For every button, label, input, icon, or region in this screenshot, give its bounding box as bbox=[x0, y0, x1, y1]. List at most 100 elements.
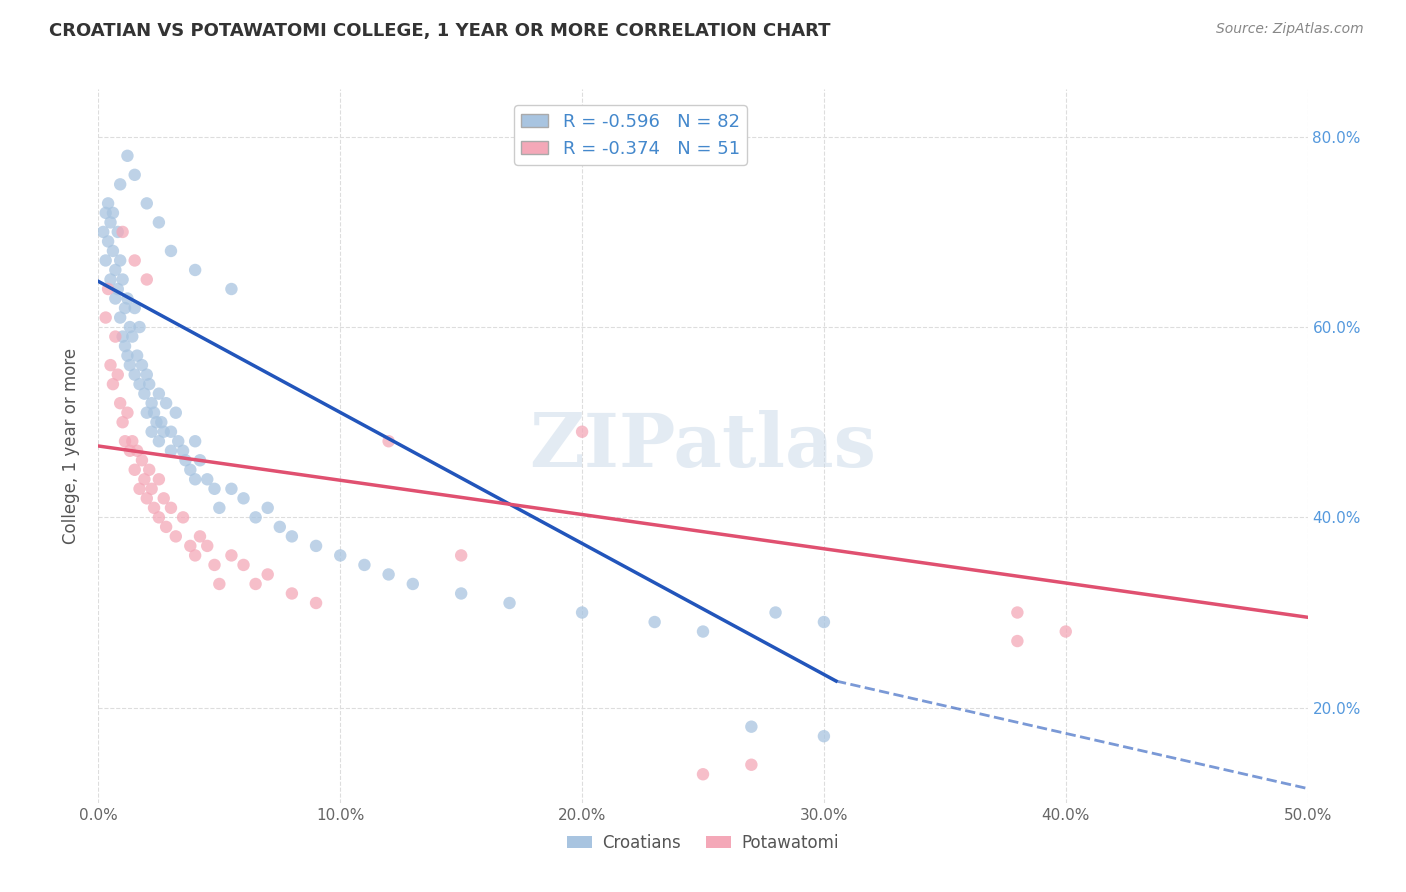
Point bbox=[104, 292, 127, 306]
Point bbox=[104, 329, 127, 343]
Point bbox=[692, 767, 714, 781]
Point bbox=[195, 472, 218, 486]
Point bbox=[155, 520, 177, 534]
Point bbox=[1007, 634, 1029, 648]
Point bbox=[402, 577, 425, 591]
Point bbox=[179, 539, 201, 553]
Point bbox=[221, 549, 243, 563]
Legend: Croatians, Potawatomi: Croatians, Potawatomi bbox=[561, 828, 845, 859]
Point bbox=[148, 434, 170, 449]
Point bbox=[1054, 624, 1077, 639]
Point bbox=[97, 196, 120, 211]
Point bbox=[148, 386, 170, 401]
Point bbox=[256, 500, 278, 515]
Text: ZIPatlas: ZIPatlas bbox=[530, 409, 876, 483]
Text: CROATIAN VS POTAWATOMI COLLEGE, 1 YEAR OR MORE CORRELATION CHART: CROATIAN VS POTAWATOMI COLLEGE, 1 YEAR O… bbox=[49, 22, 831, 40]
Point bbox=[208, 577, 231, 591]
Point bbox=[127, 349, 149, 363]
Point bbox=[245, 577, 267, 591]
Point bbox=[111, 415, 134, 429]
Point bbox=[740, 720, 762, 734]
Point bbox=[108, 310, 131, 325]
Point bbox=[121, 329, 143, 343]
Point bbox=[165, 529, 187, 543]
Point bbox=[135, 406, 157, 420]
Point bbox=[128, 482, 150, 496]
Point bbox=[1007, 606, 1029, 620]
Point bbox=[813, 729, 835, 743]
Point bbox=[97, 235, 120, 249]
Point bbox=[221, 282, 243, 296]
Point bbox=[100, 215, 122, 229]
Point bbox=[111, 272, 134, 286]
Point bbox=[148, 510, 170, 524]
Point bbox=[172, 443, 194, 458]
Point bbox=[172, 510, 194, 524]
Point bbox=[118, 320, 141, 334]
Point bbox=[131, 358, 153, 372]
Point bbox=[104, 263, 127, 277]
Point bbox=[184, 472, 207, 486]
Point bbox=[124, 463, 146, 477]
Point bbox=[108, 253, 131, 268]
Point bbox=[179, 463, 201, 477]
Point bbox=[188, 453, 211, 467]
Point bbox=[232, 491, 254, 506]
Point bbox=[174, 453, 197, 467]
Point bbox=[117, 406, 139, 420]
Point bbox=[131, 453, 153, 467]
Point bbox=[114, 339, 136, 353]
Point bbox=[329, 549, 352, 563]
Point bbox=[281, 529, 304, 543]
Point bbox=[245, 510, 267, 524]
Point bbox=[117, 349, 139, 363]
Point bbox=[101, 206, 124, 220]
Point bbox=[184, 434, 207, 449]
Point bbox=[204, 558, 226, 572]
Point bbox=[117, 149, 139, 163]
Point bbox=[134, 386, 156, 401]
Point bbox=[100, 272, 122, 286]
Point bbox=[195, 539, 218, 553]
Point bbox=[813, 615, 835, 629]
Point bbox=[450, 549, 472, 563]
Point bbox=[124, 253, 146, 268]
Point bbox=[128, 320, 150, 334]
Point bbox=[127, 443, 149, 458]
Point bbox=[141, 482, 163, 496]
Point bbox=[100, 358, 122, 372]
Point bbox=[160, 425, 183, 439]
Point bbox=[124, 301, 146, 315]
Point bbox=[152, 491, 174, 506]
Point bbox=[101, 377, 124, 392]
Point bbox=[107, 225, 129, 239]
Point bbox=[269, 520, 291, 534]
Point bbox=[204, 482, 226, 496]
Point bbox=[141, 425, 163, 439]
Point bbox=[135, 272, 157, 286]
Point bbox=[150, 415, 173, 429]
Point bbox=[121, 434, 143, 449]
Point bbox=[155, 396, 177, 410]
Point bbox=[165, 406, 187, 420]
Point bbox=[135, 368, 157, 382]
Point bbox=[377, 434, 399, 449]
Point bbox=[124, 168, 146, 182]
Point bbox=[128, 377, 150, 392]
Point bbox=[160, 443, 183, 458]
Point bbox=[91, 225, 114, 239]
Point bbox=[498, 596, 520, 610]
Point bbox=[450, 586, 472, 600]
Point bbox=[94, 310, 117, 325]
Point bbox=[305, 539, 328, 553]
Point bbox=[571, 425, 593, 439]
Point bbox=[108, 396, 131, 410]
Point bbox=[117, 292, 139, 306]
Y-axis label: College, 1 year or more: College, 1 year or more bbox=[62, 348, 80, 544]
Point bbox=[97, 282, 120, 296]
Point bbox=[184, 263, 207, 277]
Point bbox=[118, 358, 141, 372]
Point bbox=[94, 206, 117, 220]
Point bbox=[107, 282, 129, 296]
Point bbox=[148, 215, 170, 229]
